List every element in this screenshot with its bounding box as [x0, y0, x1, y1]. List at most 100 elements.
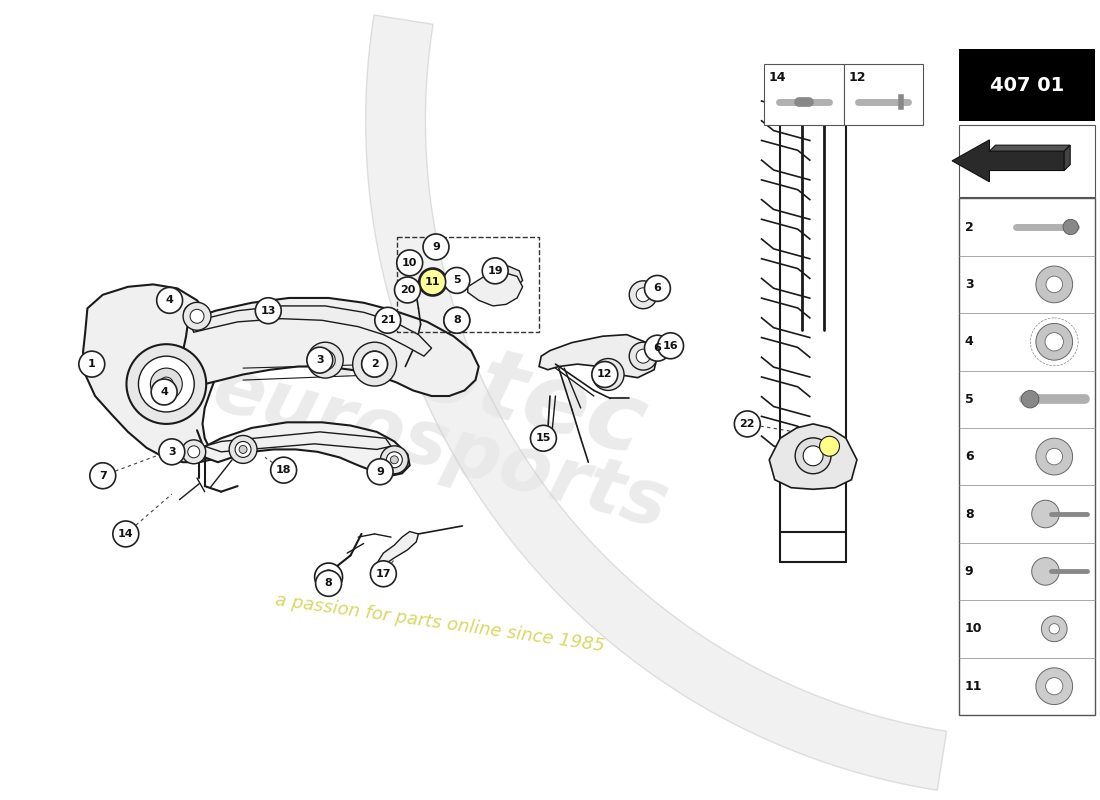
Text: 21: 21 — [379, 315, 396, 326]
Circle shape — [126, 344, 206, 424]
Circle shape — [820, 436, 839, 456]
Circle shape — [229, 435, 257, 463]
Text: 6: 6 — [965, 450, 974, 463]
Circle shape — [629, 281, 657, 309]
Circle shape — [90, 462, 116, 489]
Circle shape — [592, 358, 624, 390]
Circle shape — [367, 458, 393, 485]
Circle shape — [151, 379, 177, 405]
Text: 4: 4 — [161, 387, 168, 397]
Text: 4: 4 — [965, 335, 974, 348]
Text: 14: 14 — [118, 529, 133, 539]
Text: 9: 9 — [376, 466, 384, 477]
FancyBboxPatch shape — [959, 50, 1094, 121]
Circle shape — [381, 446, 408, 474]
Polygon shape — [82, 285, 221, 462]
Circle shape — [795, 438, 830, 474]
Circle shape — [1042, 616, 1067, 642]
Circle shape — [190, 310, 204, 323]
Text: 6: 6 — [653, 283, 661, 294]
Circle shape — [188, 446, 200, 458]
Text: 13: 13 — [261, 306, 276, 316]
Text: 8: 8 — [965, 507, 974, 521]
Circle shape — [316, 350, 336, 370]
Circle shape — [1046, 276, 1063, 293]
Circle shape — [183, 302, 211, 330]
Circle shape — [530, 426, 557, 451]
Polygon shape — [484, 266, 522, 290]
Circle shape — [113, 521, 139, 547]
Text: 10: 10 — [965, 622, 982, 635]
Text: 8: 8 — [324, 578, 332, 588]
Circle shape — [184, 304, 204, 324]
Circle shape — [353, 342, 396, 386]
Polygon shape — [205, 432, 392, 452]
Circle shape — [450, 314, 464, 327]
Circle shape — [424, 234, 449, 260]
Circle shape — [444, 307, 470, 334]
Text: 9: 9 — [432, 242, 440, 252]
Text: 3: 3 — [965, 278, 974, 291]
Text: 22: 22 — [739, 419, 755, 429]
Text: 19: 19 — [487, 266, 503, 276]
Text: 5: 5 — [453, 275, 461, 286]
Circle shape — [139, 356, 195, 412]
Text: 8: 8 — [453, 315, 461, 326]
Circle shape — [371, 561, 396, 586]
Text: 6: 6 — [653, 343, 661, 353]
Text: 2: 2 — [965, 221, 974, 234]
Text: 3: 3 — [316, 355, 323, 365]
Circle shape — [1063, 219, 1078, 234]
Circle shape — [601, 366, 616, 382]
Circle shape — [239, 446, 248, 454]
Text: 5: 5 — [965, 393, 974, 406]
Text: 4: 4 — [166, 295, 174, 306]
Circle shape — [425, 236, 447, 258]
Circle shape — [1036, 266, 1072, 302]
Text: 10: 10 — [402, 258, 417, 268]
Circle shape — [307, 347, 333, 373]
Circle shape — [1046, 448, 1063, 465]
Text: 18: 18 — [276, 465, 292, 475]
Circle shape — [405, 258, 415, 268]
Circle shape — [235, 442, 251, 458]
Circle shape — [444, 307, 470, 334]
Circle shape — [255, 298, 282, 324]
Circle shape — [182, 440, 206, 464]
Polygon shape — [183, 298, 479, 396]
Circle shape — [151, 368, 183, 400]
Circle shape — [431, 242, 441, 252]
Text: 17: 17 — [375, 569, 392, 578]
Circle shape — [156, 287, 183, 314]
Polygon shape — [202, 422, 409, 476]
Text: 3: 3 — [168, 447, 176, 457]
Circle shape — [420, 269, 446, 295]
Text: 12: 12 — [849, 70, 867, 83]
Circle shape — [1049, 624, 1059, 634]
Text: 15: 15 — [536, 434, 551, 443]
FancyBboxPatch shape — [959, 198, 1094, 715]
Circle shape — [316, 570, 341, 596]
Circle shape — [158, 439, 185, 465]
Polygon shape — [365, 15, 947, 790]
Circle shape — [1045, 333, 1064, 351]
Circle shape — [1036, 438, 1072, 475]
Circle shape — [1022, 390, 1038, 408]
Text: 20: 20 — [399, 285, 415, 295]
Circle shape — [398, 252, 420, 274]
Text: 7: 7 — [99, 470, 107, 481]
Circle shape — [419, 268, 447, 296]
Circle shape — [1032, 558, 1059, 585]
Text: 16: 16 — [663, 341, 679, 350]
Text: 2: 2 — [371, 359, 378, 369]
Text: eurosports: eurosports — [205, 351, 676, 544]
Circle shape — [444, 267, 470, 294]
Circle shape — [1036, 668, 1072, 705]
Circle shape — [482, 258, 508, 284]
Circle shape — [425, 274, 441, 290]
Text: 9: 9 — [965, 565, 974, 578]
Circle shape — [645, 275, 670, 302]
Circle shape — [803, 446, 823, 466]
Circle shape — [367, 357, 382, 371]
Circle shape — [735, 411, 760, 437]
